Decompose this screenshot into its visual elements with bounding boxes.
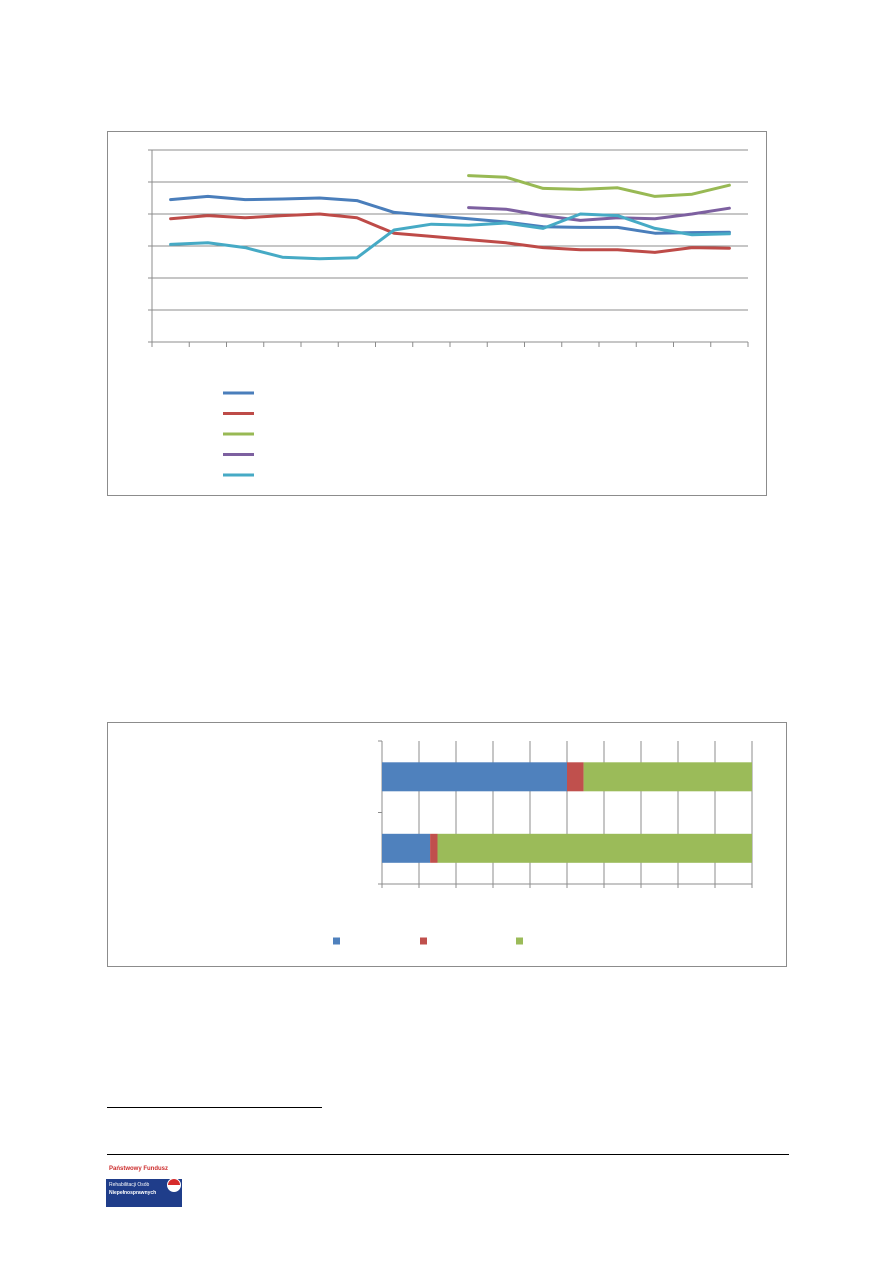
bar-segment-2-3 (437, 833, 752, 863)
footnote-separator (107, 1107, 322, 1108)
line-chart (148, 149, 749, 477)
pfron-logo: Państwowy Fundusz Rehabilitacji Osób Nie… (106, 1163, 182, 1207)
legend-swatch-1 (333, 937, 340, 945)
line-chart-frame (107, 131, 767, 496)
bar-segment-2-2 (430, 833, 438, 863)
legend-swatch-2 (420, 937, 427, 945)
series-line-5 (169, 212, 731, 261)
logo-text-line3: Niepełnosprawnych (109, 1190, 157, 1196)
bar-segment-1-2 (567, 762, 584, 792)
series-line-4 (467, 206, 731, 222)
logo-text-line1: Państwowy Fundusz (109, 1166, 169, 1172)
series-line-2 (169, 212, 731, 254)
bar-segment-1-1 (382, 762, 567, 792)
series-line-3 (467, 174, 731, 198)
logo-emblem-icon (167, 1178, 181, 1192)
series-line-1 (169, 194, 731, 235)
bar-chart (333, 740, 753, 945)
legend-swatch-3 (516, 937, 523, 945)
bar-segment-1-3 (583, 762, 752, 792)
logo-text-line2: Rehabilitacji Osób (109, 1182, 150, 1188)
logo-top-band (106, 1163, 182, 1179)
bar-chart-frame (107, 722, 787, 967)
footer-separator (107, 1154, 789, 1155)
bar-segment-2-1 (382, 833, 431, 863)
